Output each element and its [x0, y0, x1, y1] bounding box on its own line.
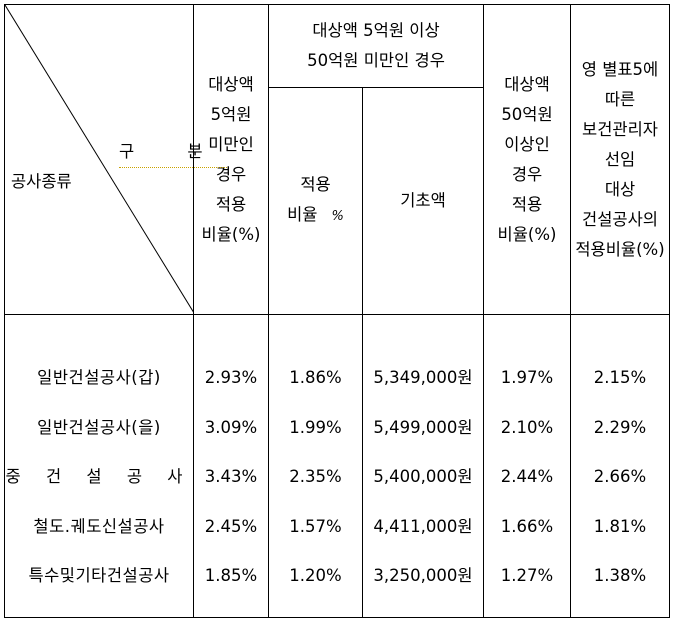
- over50-cell: 1.27%: [500, 566, 554, 585]
- category-cell: 철도.궤도신설공사: [33, 516, 165, 536]
- rate5to50-cell: 2.35%: [289, 467, 342, 486]
- under5-cell: 3.43%: [204, 467, 258, 486]
- category-column: 일반건설공사(갑) 일반건설공사(을) 중 건 설 공 사 철도.궤도신설공사 …: [4, 314, 194, 618]
- col-5to50-group-label: 대상액 5억원 이상 50억원 미만인 경우: [307, 21, 445, 70]
- category-cell: 중 건 설 공 사: [5, 467, 193, 486]
- category-cell: 일반건설공사(갑): [37, 368, 161, 387]
- rate5to50-cell: 1.99%: [289, 417, 342, 437]
- col-annex5-header: 영 별표5에 따른 보건관리자 선임 대상 건설공사의 적용비율(%): [570, 4, 670, 315]
- annex5-cell: 1.81%: [593, 516, 647, 536]
- col-over50-label: 대상액 50억원 이상인 경우 적용 비율(%): [497, 74, 557, 244]
- annex5-column: 2.15% 2.29% 2.66% 1.81% 1.38%: [570, 314, 670, 618]
- base-cell: 5,400,000원: [373, 467, 473, 486]
- col-5to50-rate-mark: %: [331, 209, 344, 224]
- under5-cell: 2.93%: [204, 368, 258, 387]
- category-cell: 특수및기타건설공사: [28, 566, 170, 585]
- over50-column: 1.97% 2.10% 2.44% 1.66% 1.27%: [483, 314, 571, 618]
- col-5to50-rate-header: 적용 비율%: [268, 87, 363, 315]
- annex5-cell: 2.66%: [593, 467, 647, 486]
- over50-cell: 2.44%: [500, 467, 554, 486]
- annex5-cell: 1.38%: [593, 566, 647, 585]
- under5-column: 2.93% 3.09% 3.43% 2.45% 1.85%: [193, 314, 269, 618]
- rate5to50-cell: 1.20%: [289, 566, 342, 585]
- annex5-cell: 2.29%: [593, 417, 647, 437]
- base-cell: 3,250,000원: [373, 566, 473, 585]
- col-5to50-base-header: 기초액: [362, 87, 484, 315]
- annex5-cell: 2.15%: [593, 368, 647, 387]
- base-cell: 5,349,000원: [373, 368, 473, 387]
- col-5to50-rate-sub: 비율%: [287, 200, 344, 232]
- corner-bottom-label: 공사종류: [11, 172, 72, 191]
- under5-cell: 1.85%: [204, 566, 258, 585]
- under5-cell: 2.45%: [204, 516, 258, 536]
- col-5to50-group-header: 대상액 5억원 이상 50억원 미만인 경우: [268, 4, 484, 88]
- rate-table: 구 분 공사종류 대상액 5억원 미만인 경우 적용 비율(%) 대상액 5억원…: [4, 4, 670, 618]
- base-column: 5,349,000원 5,499,000원 5,400,000원 4,411,0…: [362, 314, 484, 618]
- corner-header-cell: 구 분 공사종류: [4, 4, 227, 315]
- rate5to50-column: 1.86% 1.99% 2.35% 1.57% 1.20%: [268, 314, 363, 618]
- col-5to50-rate-label: 적용: [300, 175, 331, 194]
- under5-cell: 3.09%: [204, 417, 258, 437]
- base-cell: 5,499,000원: [373, 417, 473, 437]
- rate5to50-cell: 1.57%: [289, 516, 342, 536]
- col-annex5-label: 영 별표5에 따른 보건관리자 선임 대상 건설공사의 적용비율(%): [575, 59, 665, 259]
- corner-top-label: 구 분: [119, 137, 227, 168]
- col-over50-header: 대상액 50억원 이상인 경우 적용 비율(%): [483, 4, 571, 315]
- over50-cell: 1.97%: [500, 368, 554, 387]
- over50-cell: 1.66%: [500, 516, 554, 536]
- base-cell: 4,411,000원: [373, 516, 473, 536]
- col-5to50-base-label: 기초액: [400, 191, 446, 210]
- col-under5-header: 대상액 5억원 미만인 경우 적용 비율(%): [193, 4, 269, 315]
- category-cell: 일반건설공사(을): [37, 417, 161, 437]
- over50-cell: 2.10%: [500, 417, 554, 437]
- col-5to50-rate-sub-text: 비율: [287, 205, 318, 224]
- col-under5-label: 대상액 5억원 미만인 경우 적용 비율(%): [201, 74, 261, 244]
- rate5to50-cell: 1.86%: [289, 368, 342, 387]
- diagonal-divider: [5, 5, 194, 313]
